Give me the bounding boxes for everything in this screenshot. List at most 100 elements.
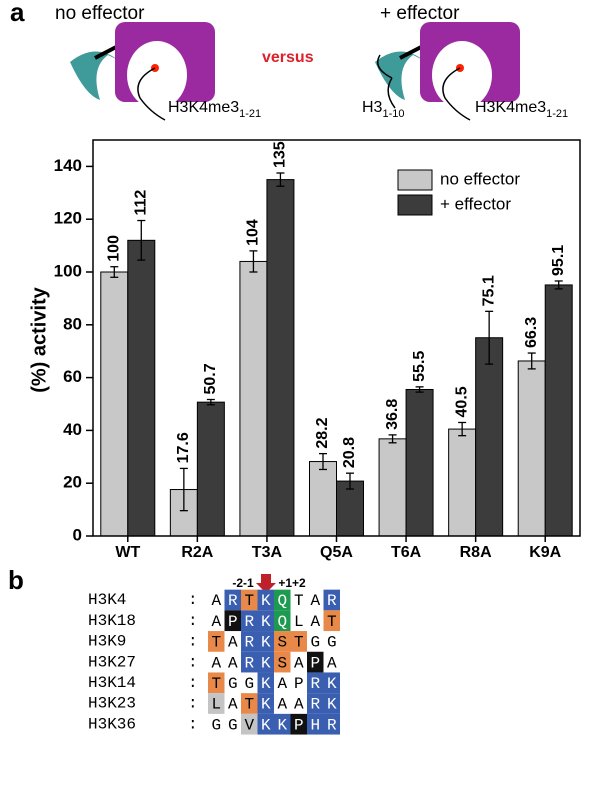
value-label: 28.2 (314, 417, 331, 448)
site-arrow (256, 574, 276, 593)
residue: A (327, 654, 337, 672)
value-label: 36.8 (384, 399, 401, 430)
position-label: -2-1 (232, 576, 254, 590)
residue-cell (257, 610, 274, 632)
residue-cell (323, 693, 340, 714)
error-bar (249, 250, 258, 273)
error-bar (346, 472, 354, 490)
residue: S (277, 634, 287, 652)
substrate-sub: 1-21 (546, 108, 568, 120)
right-title: + effector (380, 3, 460, 24)
value-label: 20.8 (341, 437, 358, 468)
bar (517, 360, 546, 537)
residue-cell (257, 672, 274, 694)
position-label: +1+2 (278, 576, 306, 590)
residue: A (294, 654, 304, 672)
bar (448, 428, 477, 537)
residue: T (327, 613, 337, 631)
residue-cell (323, 589, 340, 611)
residue-cell (241, 713, 258, 735)
error-bar (388, 434, 397, 444)
separator: : (188, 612, 198, 630)
residue: K (327, 675, 337, 693)
residue: R (244, 634, 254, 652)
y-tick-label: 80 (63, 314, 82, 333)
residue: R (244, 654, 254, 672)
error-bar (458, 421, 467, 437)
residue: K (261, 696, 271, 714)
value-label: 66.3 (523, 317, 540, 348)
value-label: 50.7 (202, 363, 219, 394)
residue-cell (257, 631, 274, 652)
residue-cell (323, 610, 340, 632)
error-bar (206, 398, 215, 406)
x-tick-label: T6A (391, 544, 422, 561)
y-tick-label: 0 (73, 525, 82, 544)
residue: R (327, 716, 337, 734)
error-bar (319, 452, 327, 471)
residue-cell (241, 651, 258, 673)
row-name: H3K36 (88, 715, 136, 733)
residue-cell (290, 713, 307, 735)
row-name: H3K18 (88, 612, 136, 630)
residue: P (228, 613, 238, 631)
residue-cell (241, 610, 258, 632)
residue: T (211, 675, 221, 693)
bar (405, 388, 434, 537)
separator: : (188, 695, 198, 713)
bar (336, 480, 364, 537)
x-tick-label: K9A (529, 544, 561, 561)
residue: K (261, 716, 271, 734)
bar (544, 284, 573, 537)
bar (196, 401, 225, 537)
panel-label: b (8, 565, 24, 595)
residue-cell (307, 651, 324, 673)
y-axis-label: (%) activity (28, 286, 50, 392)
substrate-sub: 1-21 (239, 108, 261, 120)
value-label: 100 (106, 235, 123, 262)
y-tick-label: 100 (54, 261, 82, 280)
legend-label: no effector (440, 169, 520, 188)
residue: A (211, 592, 221, 610)
versus: versus (262, 49, 314, 66)
x-tick-label: Q5A (320, 544, 353, 561)
residue: G (228, 675, 238, 693)
effector-label: H31-10 (362, 99, 404, 120)
separator: : (188, 674, 198, 692)
error-bar (137, 219, 146, 261)
residue-cell (274, 610, 291, 632)
residue: K (327, 696, 337, 714)
substrate-label: H3K4me31-21 (475, 99, 568, 120)
residue: T (294, 634, 304, 652)
residue-cell (241, 631, 258, 652)
residue-cell (323, 713, 340, 735)
substrate-main: H3K4me3 (168, 99, 239, 116)
row-name: H3K27 (88, 653, 136, 671)
residue: R (228, 592, 238, 610)
x-tick-label: R2A (181, 544, 213, 561)
bar (266, 179, 295, 537)
residue: V (244, 716, 254, 734)
error-bar (179, 467, 188, 512)
panel-label: a (10, 0, 25, 27)
residue-cell (307, 713, 324, 735)
value-label: 104 (245, 219, 262, 246)
left-title: no effector (55, 3, 145, 24)
residue: G (228, 716, 238, 734)
value-label: 40.5 (453, 386, 470, 417)
residue: G (244, 675, 254, 693)
residue: Q (277, 613, 287, 631)
separator: : (188, 591, 198, 609)
separator: : (188, 715, 198, 733)
residue-cell (241, 589, 258, 611)
x-tick-label: R8A (460, 544, 492, 561)
residue-cell (274, 589, 291, 611)
residue-cell (307, 693, 324, 714)
residue: R (327, 592, 337, 610)
y-tick-label: 40 (63, 420, 82, 439)
axis-frame (92, 139, 581, 537)
residue: P (294, 716, 304, 734)
residue-cell (257, 713, 274, 735)
separator: : (188, 653, 198, 671)
residue: A (228, 634, 238, 652)
